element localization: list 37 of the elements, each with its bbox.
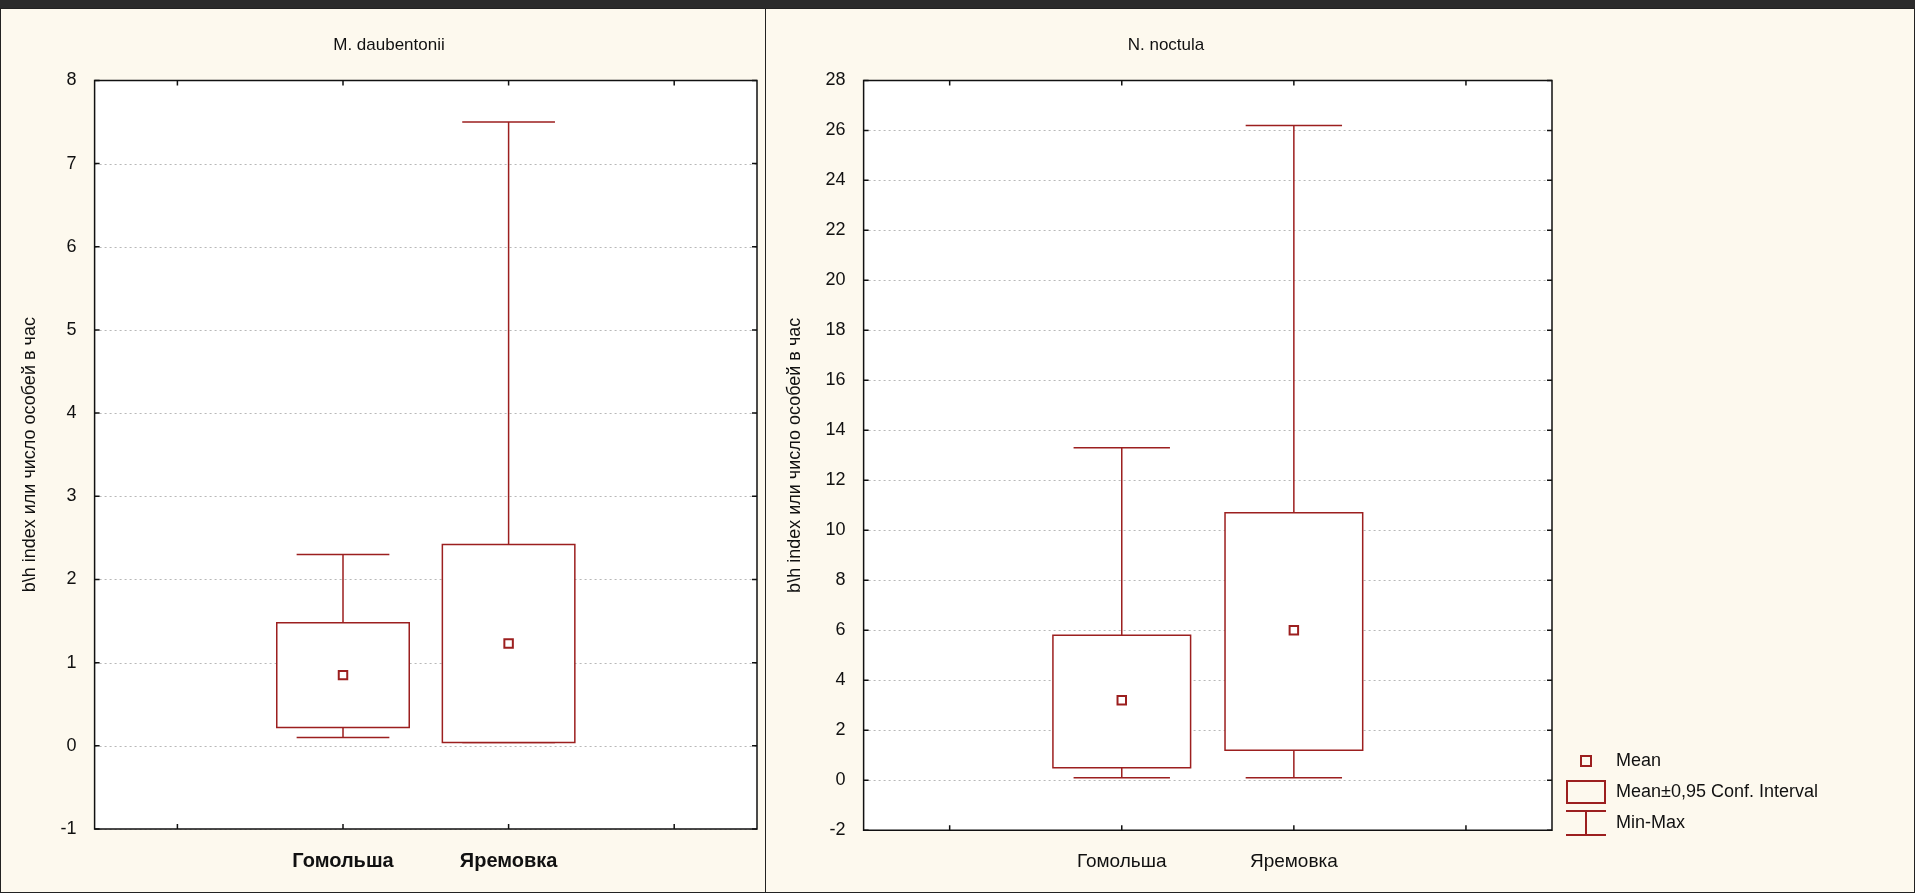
y-tick-label: 8 xyxy=(66,69,77,90)
chart-title: M. daubentonii xyxy=(333,34,445,54)
x-tick-label: Яремовка xyxy=(459,848,559,871)
y-axis-title: b\h index или число особей в час xyxy=(783,317,804,593)
y-tick-label: 8 xyxy=(835,569,846,590)
y-tick-label: 28 xyxy=(825,69,846,90)
y-tick-label: 14 xyxy=(825,419,846,440)
y-tick-label: 18 xyxy=(825,319,846,340)
y-tick-label: 22 xyxy=(825,219,846,240)
y-tick-label: 2 xyxy=(66,568,77,589)
y-tick-label: 6 xyxy=(66,235,77,256)
y-tick-label: -1 xyxy=(60,817,77,838)
y-tick-label: 26 xyxy=(825,119,846,140)
x-tick-label: Гомольша xyxy=(292,848,395,871)
y-tick-label: 7 xyxy=(66,152,77,173)
y-tick-label: 4 xyxy=(835,669,846,690)
y-tick-label: 6 xyxy=(835,619,846,640)
text: Min-Max xyxy=(1616,812,1686,834)
y-tick-label: 16 xyxy=(825,369,846,390)
y-tick-label: 24 xyxy=(825,169,846,190)
x-tick-label: Гомольша xyxy=(1076,849,1167,871)
chart-title: N. noctula xyxy=(1127,34,1205,54)
text: Mean xyxy=(1616,750,1662,772)
y-tick-label: 4 xyxy=(66,402,77,423)
y-tick-label: 3 xyxy=(66,485,77,506)
y-tick-label: 1 xyxy=(66,651,77,672)
y-tick-label: 20 xyxy=(825,269,846,290)
y-tick-label: 0 xyxy=(835,769,846,790)
y-tick-label: 0 xyxy=(66,734,77,755)
y-axis-title: b\h index или число особей в час xyxy=(18,317,39,593)
y-tick-label: 2 xyxy=(835,719,846,740)
text: Mean±0,95 Conf. Interval xyxy=(1616,781,1818,803)
x-tick-label: Яремовка xyxy=(1249,849,1339,871)
y-tick-label: -2 xyxy=(829,819,846,840)
y-tick-label: 5 xyxy=(66,318,77,339)
y-tick-label: 12 xyxy=(825,469,846,490)
y-tick-label: 10 xyxy=(825,519,846,540)
